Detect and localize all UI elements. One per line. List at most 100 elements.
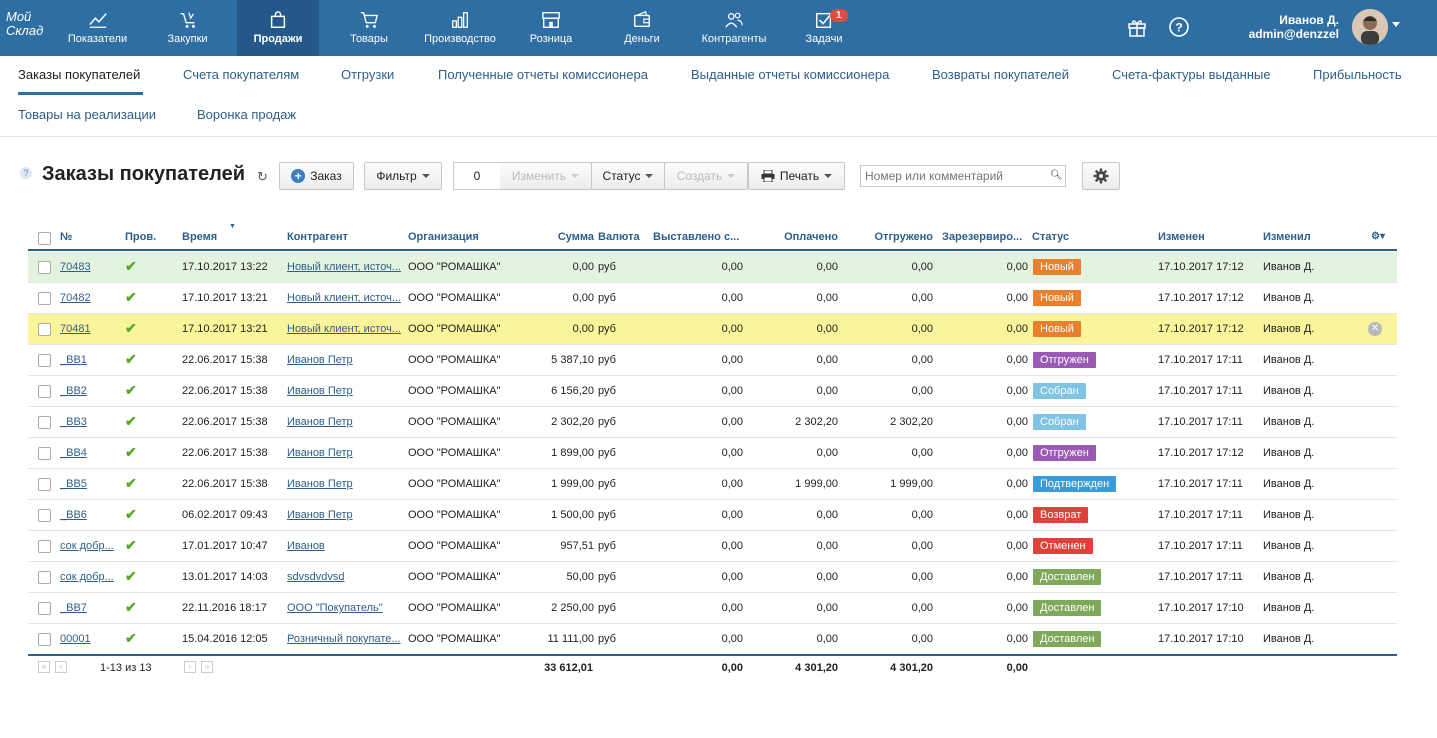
status-badge[interactable]: Собран	[1033, 414, 1086, 430]
status-badge[interactable]: Отгружен	[1033, 445, 1096, 461]
nav-item-5[interactable]: Розница	[520, 0, 582, 56]
order-number-link[interactable]: _BB4	[60, 447, 87, 459]
subnav-tab-2[interactable]: Отгрузки	[341, 67, 395, 82]
order-number-link[interactable]: сок добр...	[60, 571, 114, 583]
row-checkbox[interactable]	[38, 478, 51, 491]
print-button[interactable]: Печать	[748, 162, 845, 190]
row-checkbox[interactable]	[38, 354, 51, 367]
nav-item-2[interactable]: Продажи	[237, 0, 319, 56]
counterparty-link[interactable]: Иванов	[287, 540, 325, 552]
nav-item-8[interactable]: Задачи 1	[794, 0, 854, 56]
table-row[interactable]: сок добр... ✔ 17.01.2017 10:47 Иванов ООО "Р…	[28, 531, 1397, 562]
nav-item-6[interactable]: Деньги	[612, 0, 672, 56]
order-number-link[interactable]: _BB1	[60, 354, 87, 366]
counterparty-link[interactable]: Иванов Петр	[287, 447, 353, 459]
nav-item-4[interactable]: Производство	[410, 0, 510, 56]
column-header-0[interactable]: №	[60, 231, 73, 243]
help-icon[interactable]: ?	[20, 167, 32, 179]
counterparty-link[interactable]: Новый клиент, источ...	[287, 261, 401, 273]
gift-icon[interactable]	[1126, 16, 1148, 38]
create-button[interactable]: Создать	[664, 162, 748, 190]
next-page-button[interactable]: ›	[184, 661, 196, 673]
subnav-tab-6[interactable]: Счета-фактуры выданные	[1112, 67, 1271, 82]
settings-button[interactable]	[1082, 162, 1120, 190]
row-checkbox[interactable]	[38, 571, 51, 584]
subnav-tab-7[interactable]: Прибыльность	[1313, 67, 1402, 82]
status-button[interactable]: Статус	[591, 162, 665, 190]
table-row[interactable]: 00001 ✔ 15.04.2016 12:05 Розничный покупате…	[28, 624, 1397, 655]
order-number-link[interactable]: сок добр...	[60, 540, 114, 552]
refresh-icon[interactable]: ↻	[257, 169, 268, 184]
last-page-button[interactable]: »	[201, 661, 213, 673]
column-header-10[interactable]: Зарезервиро...	[942, 231, 1023, 243]
first-page-button[interactable]: «	[38, 661, 50, 673]
counterparty-link[interactable]: Иванов Петр	[287, 509, 353, 521]
nav-item-1[interactable]: Закупки	[160, 0, 215, 56]
row-checkbox[interactable]	[38, 292, 51, 305]
counterparty-link[interactable]: ООО "Покупатель"	[287, 602, 383, 614]
column-header-2[interactable]: Время	[182, 231, 218, 243]
order-number-link[interactable]: 70483	[60, 261, 91, 273]
user-info[interactable]: Иванов Д. admin@denzzel	[1249, 13, 1339, 41]
status-badge[interactable]: Подтвержден	[1033, 476, 1117, 492]
status-badge[interactable]: Новый	[1033, 321, 1081, 337]
select-all-checkbox[interactable]	[38, 232, 51, 245]
row-checkbox[interactable]	[38, 633, 51, 646]
app-logo[interactable]: Мой Склад	[6, 9, 44, 38]
counterparty-link[interactable]: Иванов Петр	[287, 354, 353, 366]
status-badge[interactable]: Новый	[1033, 259, 1081, 275]
counterparty-link[interactable]: sdvsdvdvsd	[287, 571, 345, 583]
status-badge[interactable]: Новый	[1033, 290, 1081, 306]
subnav-tab-1[interactable]: Счета покупателям	[183, 67, 300, 82]
column-settings-icon[interactable]: ⚙▾	[1371, 231, 1385, 242]
order-number-link[interactable]: 70481	[60, 323, 91, 335]
help-icon[interactable]: ?	[1168, 16, 1190, 38]
subnav-tab-5[interactable]: Возвраты покупателей	[932, 67, 1069, 82]
nav-item-3[interactable]: Товары	[330, 0, 408, 56]
nav-item-7[interactable]: Контрагенты	[694, 0, 774, 56]
column-header-5[interactable]: Сумма	[557, 231, 594, 243]
order-number-link[interactable]: _BB7	[60, 602, 87, 614]
filter-button[interactable]: Фильтр	[364, 162, 442, 190]
status-badge[interactable]: Собран	[1033, 383, 1086, 399]
status-badge[interactable]: Возврат	[1033, 507, 1089, 523]
order-number-link[interactable]: 70482	[60, 292, 91, 304]
status-badge[interactable]: Доставлен	[1033, 600, 1102, 616]
counterparty-link[interactable]: Розничный покупате...	[287, 633, 401, 645]
table-row[interactable]: 70483 ✔ 17.10.2017 13:22 Новый клиент, исто…	[28, 252, 1397, 283]
subnav-tab-9[interactable]: Воронка продаж	[197, 107, 297, 122]
column-header-13[interactable]: Изменил	[1263, 231, 1311, 243]
row-checkbox[interactable]	[38, 602, 51, 615]
counterparty-link[interactable]: Новый клиент, источ...	[287, 323, 401, 335]
row-checkbox[interactable]	[38, 385, 51, 398]
new-order-button[interactable]: + Заказ	[279, 162, 354, 190]
order-number-link[interactable]: _BB5	[60, 478, 87, 490]
table-row[interactable]: _BB2 ✔ 22.06.2017 15:38 Иванов Петр ООО "РОМ…	[28, 376, 1397, 407]
subnav-tab-0[interactable]: Заказы покупателей	[18, 67, 141, 82]
search-input[interactable]	[860, 165, 1066, 187]
column-header-1[interactable]: Пров.	[125, 231, 157, 243]
change-button[interactable]: Изменить	[500, 162, 592, 190]
order-number-link[interactable]: _BB6	[60, 509, 87, 521]
table-row[interactable]: _BB6 ✔ 06.02.2017 09:43 Иванов Петр ООО "РОМ…	[28, 500, 1397, 531]
column-header-12[interactable]: Изменен	[1158, 231, 1205, 243]
column-header-3[interactable]: Контрагент	[287, 231, 349, 243]
subnav-tab-4[interactable]: Выданные отчеты комиссионера	[691, 67, 890, 82]
subnav-tab-3[interactable]: Полученные отчеты комиссионера	[438, 67, 648, 82]
chevron-down-icon[interactable]	[1392, 22, 1400, 27]
status-badge[interactable]: Отгружен	[1033, 352, 1096, 368]
column-header-9[interactable]: Отгружено	[874, 231, 934, 243]
table-row[interactable]: 70482 ✔ 17.10.2017 13:21 Новый клиент, исто…	[28, 283, 1397, 314]
counterparty-link[interactable]: Иванов Петр	[287, 416, 353, 428]
table-row[interactable]: _BB5 ✔ 22.06.2017 15:38 Иванов Петр ООО "РОМ…	[28, 469, 1397, 500]
nav-item-0[interactable]: Показатели	[60, 0, 135, 56]
table-row[interactable]: _BB4 ✔ 22.06.2017 15:38 Иванов Петр ООО "РОМ…	[28, 438, 1397, 469]
column-header-8[interactable]: Оплачено	[784, 231, 838, 243]
table-row[interactable]: сок добр... ✔ 13.01.2017 14:03 sdvsdvdvsd ОО…	[28, 562, 1397, 593]
row-checkbox[interactable]	[38, 261, 51, 274]
column-header-7[interactable]: Выставлено с...	[653, 231, 740, 243]
table-row[interactable]: 70481 ✔ 17.10.2017 13:21 Новый клиент, исто…	[28, 314, 1397, 345]
table-row[interactable]: _BB7 ✔ 22.11.2016 18:17 ООО "Покупатель" ООО…	[28, 593, 1397, 624]
column-header-11[interactable]: Статус	[1032, 231, 1070, 243]
counterparty-link[interactable]: Новый клиент, источ...	[287, 292, 401, 304]
